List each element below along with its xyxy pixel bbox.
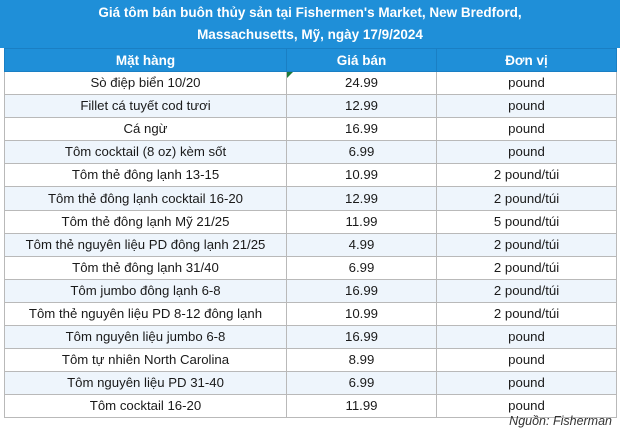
table-row: Tôm cocktail 16-20 11.99 pound xyxy=(4,394,617,419)
cell-unit: pound xyxy=(436,325,617,350)
cell-unit: 2 pound/túi xyxy=(436,163,617,188)
table-row: Tôm cocktail (8 oz) kèm sốt 6.99 pound xyxy=(4,140,617,165)
price-table: Mặt hàng Giá bán Đơn vị Sò điệp biển 10/… xyxy=(4,48,617,419)
header-unit: Đơn vị xyxy=(436,48,617,72)
cell-unit: pound xyxy=(436,117,617,142)
table-row: Cá ngừ 16.99 pound xyxy=(4,117,617,142)
cell-price: 4.99 xyxy=(286,232,437,257)
cell-unit: 2 pound/túi xyxy=(436,232,617,257)
table-row: Tôm thẻ nguyên liệu PD 8-12 đông lạnh 10.… xyxy=(4,301,617,327)
table-row: Sò điệp biển 10/20 24.99 pound xyxy=(4,70,617,96)
cell-unit: pound xyxy=(436,348,617,373)
header-row: Mặt hàng Giá bán Đơn vị xyxy=(4,48,617,72)
table-title: Giá tôm bán buôn thủy sản tại Fishermen'… xyxy=(0,0,620,48)
cell-item: Sò điệp biển 10/20 xyxy=(4,70,287,96)
cell-item: Tôm jumbo đông lạnh 6-8 xyxy=(4,278,287,303)
cell-price: 6.99 xyxy=(286,371,437,396)
table-row: Tôm jumbo đông lạnh 6-8 16.99 2 pound/túi xyxy=(4,278,617,303)
cell-unit: pound xyxy=(436,140,617,165)
cell-unit: pound xyxy=(436,94,617,119)
cell-item: Tôm thẻ đông lạnh Mỹ 21/25 xyxy=(4,209,287,234)
cell-item: Tôm nguyên liệu PD 31-40 xyxy=(4,371,287,396)
cell-unit: 5 pound/túi xyxy=(436,209,617,234)
cell-item: Tôm thẻ đông lạnh 13-15 xyxy=(4,163,287,188)
table-row: Tôm thẻ đông lạnh 13-15 10.99 2 pound/túi xyxy=(4,163,617,188)
title-line-1: Giá tôm bán buôn thủy sản tại Fishermen'… xyxy=(98,5,522,20)
cell-item: Tôm thẻ nguyên liệu PD 8-12 đông lạnh xyxy=(4,301,287,327)
cell-price: 16.99 xyxy=(286,278,437,303)
cell-item: Cá ngừ xyxy=(4,117,287,142)
cell-unit: 2 pound/túi xyxy=(436,301,617,327)
table-row: Tôm thẻ nguyên liệu PD đông lạnh 21/25 4.… xyxy=(4,232,617,257)
cell-price: 10.99 xyxy=(286,163,437,188)
cell-price: 12.99 xyxy=(286,94,437,119)
cell-item: Tôm thẻ nguyên liệu PD đông lạnh 21/25 xyxy=(4,232,287,257)
cell-unit: pound xyxy=(436,371,617,396)
cell-unit: pound xyxy=(436,394,617,419)
header-price: Giá bán xyxy=(286,48,437,72)
cell-price: 24.99 xyxy=(286,70,437,96)
cell-price: 6.99 xyxy=(286,140,437,165)
cell-price: 12.99 xyxy=(286,186,437,211)
cell-item: Tôm thẻ đông lạnh 31/40 xyxy=(4,255,287,280)
cell-price: 11.99 xyxy=(286,394,437,419)
cell-price: 11.99 xyxy=(286,209,437,234)
cell-unit: pound xyxy=(436,70,617,96)
cell-price: 10.99 xyxy=(286,301,437,327)
table-row: Tôm thẻ đông lạnh Mỹ 21/25 11.99 5 pound/t… xyxy=(4,209,617,234)
table-row: Tôm nguyên liệu PD 31-40 6.99 pound xyxy=(4,371,617,396)
table-row: Tôm thẻ đông lạnh cocktail 16-20 12.99 2 p… xyxy=(4,186,617,211)
cell-unit: 2 pound/túi xyxy=(436,255,617,280)
cell-unit: 2 pound/túi xyxy=(436,186,617,211)
header-item: Mặt hàng xyxy=(4,48,287,72)
table-body: Sò điệp biển 10/20 24.99 pound Fillet cá tu… xyxy=(4,70,617,419)
cell-item: Tôm tự nhiên North Carolina xyxy=(4,348,287,373)
table-row: Tôm tự nhiên North Carolina 8.99 pound xyxy=(4,348,617,373)
cell-unit: 2 pound/túi xyxy=(436,278,617,303)
cell-price: 6.99 xyxy=(286,255,437,280)
cell-item: Tôm cocktail 16-20 xyxy=(4,394,287,419)
cell-price: 8.99 xyxy=(286,348,437,373)
table-row: Tôm nguyên liệu jumbo 6-8 16.99 pound xyxy=(4,325,617,350)
cell-item: Tôm nguyên liệu jumbo 6-8 xyxy=(4,325,287,350)
cell-price: 16.99 xyxy=(286,325,437,350)
table-row: Tôm thẻ đông lạnh 31/40 6.99 2 pound/túi xyxy=(4,255,617,280)
cell-price: 16.99 xyxy=(286,117,437,142)
title-line-2: Massachusetts, Mỹ, ngày 17/9/2024 xyxy=(197,27,423,42)
cell-item: Tôm thẻ đông lạnh cocktail 16-20 xyxy=(4,186,287,211)
source-note: Nguồn: Fisherman xyxy=(509,414,612,428)
cell-item: Tôm cocktail (8 oz) kèm sốt xyxy=(4,140,287,165)
cell-item: Fillet cá tuyết cod tươi xyxy=(4,94,287,119)
table-row: Fillet cá tuyết cod tươi 12.99 pound xyxy=(4,94,617,119)
